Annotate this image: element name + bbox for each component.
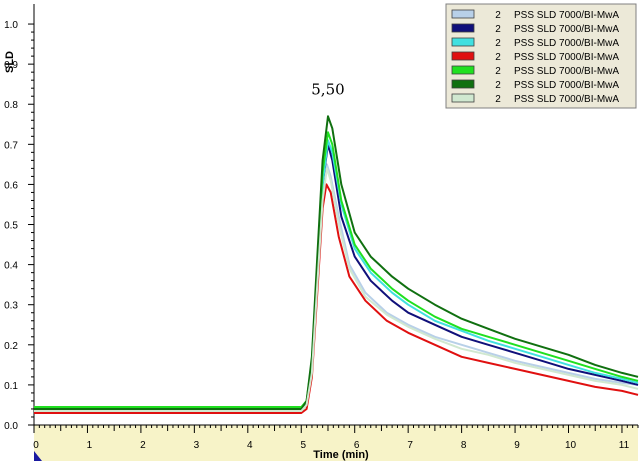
- y-tick-label: 0.4: [4, 261, 18, 272]
- legend: 2 PSS SLD 7000/BI-MwA 2 PSS SLD 7000/BI-MwA…: [445, 3, 637, 109]
- legend-entry: PSS SLD 7000/BI-MwA: [514, 52, 619, 63]
- legend-box: [445, 3, 637, 109]
- legend-swatch: [451, 65, 475, 75]
- x-tick-label: 10: [565, 440, 577, 451]
- x-tick-label: 0: [33, 440, 39, 451]
- x-tick-label: 3: [194, 440, 200, 451]
- legend-count: 2: [495, 10, 501, 21]
- series-line-5: [34, 131, 639, 408]
- legend-swatch: [451, 9, 475, 19]
- peak-annotation: 5,50: [311, 80, 344, 98]
- x-tick-label: 1: [87, 440, 93, 451]
- legend-count: 2: [495, 52, 501, 63]
- legend-count: 2: [495, 80, 501, 91]
- y-tick-label: 0.3: [4, 301, 18, 312]
- x-tick-label: 5: [300, 440, 306, 451]
- corner-marker: [34, 451, 42, 461]
- legend-entry: PSS SLD 7000/BI-MwA: [514, 66, 619, 77]
- y-tick-label: 0.7: [4, 140, 18, 151]
- legend-entry: PSS SLD 7000/BI-MwA: [514, 80, 619, 91]
- legend-swatch: [451, 51, 475, 61]
- y-axis-title: SLD: [4, 51, 16, 73]
- legend-swatch: [451, 37, 475, 47]
- series-line-6: [34, 115, 639, 410]
- annotation-layer: 5,50: [311, 80, 344, 98]
- x-tick-label: 6: [354, 440, 360, 451]
- y-tick-label: 1.0: [4, 20, 18, 31]
- x-tick-label: 8: [461, 440, 467, 451]
- legend-count: 2: [495, 94, 501, 105]
- legend-entry: PSS SLD 7000/BI-MwA: [514, 38, 619, 49]
- x-axis-title: Time (min): [313, 449, 369, 461]
- y-tick-label: 0.6: [4, 180, 18, 191]
- y-tick-label: 0.5: [4, 221, 18, 232]
- x-tick-label: 11: [619, 440, 630, 451]
- series-line-4: [34, 183, 639, 414]
- y-tick-label: 0.1: [4, 381, 18, 392]
- legend-entry: PSS SLD 7000/BI-MwA: [514, 94, 619, 105]
- y-tick-label: 0.9: [4, 60, 18, 71]
- x-axis-band: [34, 425, 638, 461]
- series-layer: [34, 115, 639, 414]
- y-tick-label: 0.0: [4, 421, 18, 432]
- legend-count: 2: [495, 66, 501, 77]
- legend-swatch: [451, 23, 475, 33]
- x-tick-label: 4: [247, 440, 253, 451]
- x-tick-label: 9: [514, 440, 520, 451]
- x-tick-label: 7: [407, 440, 413, 451]
- series-line-7: [34, 167, 639, 412]
- legend-count: 2: [495, 38, 501, 49]
- legend-swatch: [451, 93, 475, 103]
- y-tick-label: 0.2: [4, 341, 18, 352]
- legend-swatch: [451, 79, 475, 89]
- legend-entry: PSS SLD 7000/BI-MwA: [514, 24, 619, 35]
- x-axis-band-fill: [34, 425, 638, 461]
- legend-entry: PSS SLD 7000/BI-MwA: [514, 10, 619, 21]
- x-tick-label: 2: [140, 440, 146, 451]
- y-tick-label: 0.8: [4, 100, 18, 111]
- legend-count: 2: [495, 24, 501, 35]
- axes: 0.0 0.1 0.2 0.3 0.4 0.5 0.6 0.7 0.8 0.9 1.0 0 1 2 3 4 5 6…: [4, 4, 639, 451]
